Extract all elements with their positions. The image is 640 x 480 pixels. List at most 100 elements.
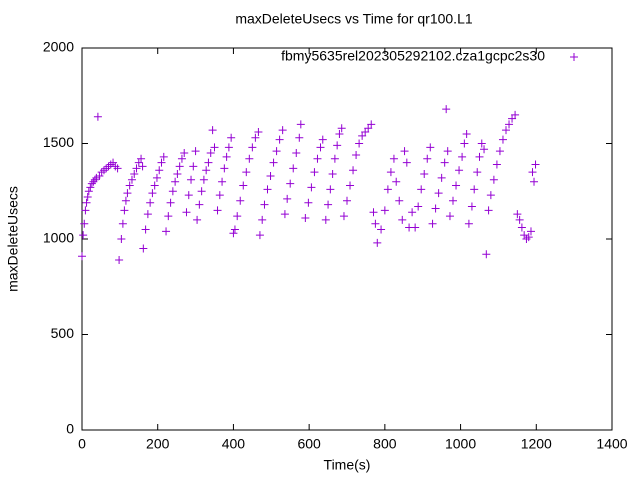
- point: [215, 191, 224, 200]
- point: [86, 183, 95, 192]
- point: [84, 187, 93, 196]
- point: [452, 181, 461, 190]
- point: [369, 208, 378, 217]
- point: [97, 168, 106, 177]
- point: [313, 154, 322, 163]
- point: [383, 185, 392, 194]
- point: [227, 133, 236, 142]
- point: [392, 177, 401, 186]
- point: [428, 219, 437, 228]
- point: [218, 177, 227, 186]
- point: [109, 158, 118, 167]
- point: [440, 158, 449, 167]
- point: [258, 215, 267, 224]
- point: [498, 135, 507, 144]
- point: [321, 215, 330, 224]
- point: [431, 204, 440, 213]
- point: [164, 212, 173, 221]
- point: [380, 206, 389, 215]
- point: [125, 181, 134, 190]
- point: [473, 168, 482, 177]
- point: [123, 189, 132, 198]
- point: [333, 141, 342, 150]
- point: [292, 149, 301, 158]
- point: [477, 139, 486, 148]
- point: [171, 177, 180, 186]
- point: [104, 162, 113, 171]
- point: [408, 208, 417, 217]
- point: [266, 171, 275, 180]
- point: [520, 231, 529, 240]
- point: [222, 152, 231, 161]
- point: [254, 128, 263, 137]
- point: [295, 133, 304, 142]
- point: [229, 229, 238, 238]
- point: [260, 200, 269, 209]
- point: [462, 129, 471, 138]
- point: [184, 191, 193, 200]
- point: [339, 212, 348, 221]
- point: [157, 158, 166, 167]
- point: [395, 196, 404, 205]
- point: [517, 223, 526, 232]
- point: [445, 212, 454, 221]
- point: [420, 170, 429, 179]
- point: [141, 225, 150, 234]
- point: [245, 154, 254, 163]
- point: [130, 170, 139, 179]
- point: [208, 126, 217, 135]
- point: [189, 162, 198, 171]
- point: [83, 192, 92, 201]
- point: [239, 181, 248, 190]
- point: [106, 160, 115, 169]
- point: [377, 225, 386, 234]
- point: [138, 162, 147, 171]
- point: [283, 194, 292, 203]
- point: [272, 147, 281, 156]
- point: [324, 200, 333, 209]
- point: [139, 244, 148, 253]
- y-tick-label: 0: [66, 421, 74, 437]
- plot-frame: [81, 47, 613, 431]
- point: [301, 213, 310, 222]
- point: [80, 219, 89, 228]
- point: [137, 154, 146, 163]
- point: [220, 164, 229, 173]
- point: [197, 187, 206, 196]
- point: [132, 164, 141, 173]
- x-tick-label: 400: [222, 436, 246, 452]
- x-tick-label: 800: [373, 436, 397, 452]
- point: [524, 233, 533, 242]
- y-tick-label: 1500: [43, 134, 74, 150]
- point: [199, 175, 208, 184]
- point: [355, 139, 364, 148]
- point: [330, 154, 339, 163]
- point: [251, 133, 260, 142]
- point: [117, 235, 126, 243]
- point: [316, 143, 325, 152]
- point: [455, 166, 464, 175]
- point: [148, 189, 157, 198]
- point: [467, 202, 476, 211]
- x-tick-label: 0: [78, 436, 86, 452]
- point: [79, 231, 88, 240]
- point: [328, 170, 337, 179]
- point: [513, 210, 522, 219]
- point: [470, 185, 479, 194]
- x-axis-label: Time(s): [324, 457, 371, 473]
- point: [531, 160, 540, 169]
- point: [423, 154, 432, 163]
- point: [442, 105, 451, 114]
- point: [367, 120, 376, 129]
- point: [486, 191, 495, 200]
- point: [449, 196, 457, 205]
- point: [515, 215, 524, 224]
- point: [280, 210, 289, 219]
- point: [115, 256, 124, 265]
- point: [398, 215, 407, 224]
- point: [489, 175, 498, 184]
- point: [371, 219, 380, 228]
- point: [146, 198, 155, 207]
- point: [343, 196, 351, 205]
